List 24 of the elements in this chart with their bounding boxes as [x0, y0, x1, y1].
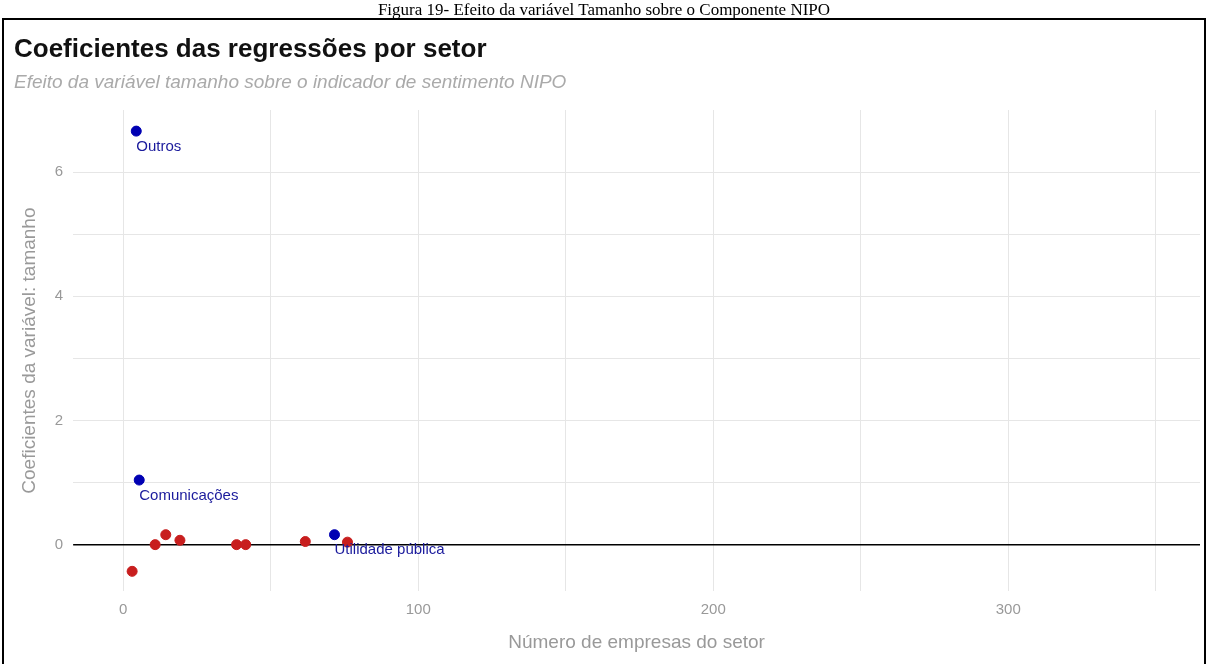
point	[329, 529, 340, 541]
point	[130, 125, 142, 137]
x-tick-label: 100	[405, 600, 431, 618]
text: Figura 19- Efeito da variável Tamanho sobre o Componente NIPO	[376, 0, 832, 20]
x-tick-label: 300	[995, 600, 1021, 618]
point	[133, 474, 145, 486]
point	[299, 536, 311, 548]
x-tick-label: 200	[700, 600, 726, 618]
y-tick-label: 0	[54, 534, 64, 552]
chart-title: Coeficientes das regressões por setor	[14, 32, 487, 63]
point	[240, 539, 252, 551]
annotation: Comunicações	[139, 485, 239, 503]
y-tick-label: 2	[54, 410, 64, 428]
x-tick-label: 0	[119, 600, 128, 618]
y-axis-title: Coeficientes da variável: tamanho	[17, 207, 39, 494]
y-tick-label: 4	[54, 286, 64, 304]
y-tick-label: 6	[54, 162, 64, 180]
x-axis-title: Número de empresas do setor	[508, 630, 766, 652]
annotation: Outros	[136, 136, 182, 154]
point	[160, 529, 172, 541]
point	[174, 534, 186, 546]
point	[126, 565, 138, 577]
chart-subtitle: Efeito da variável tamanho sobre o indicador de sentimento NIPO	[14, 70, 567, 92]
point	[149, 539, 161, 551]
